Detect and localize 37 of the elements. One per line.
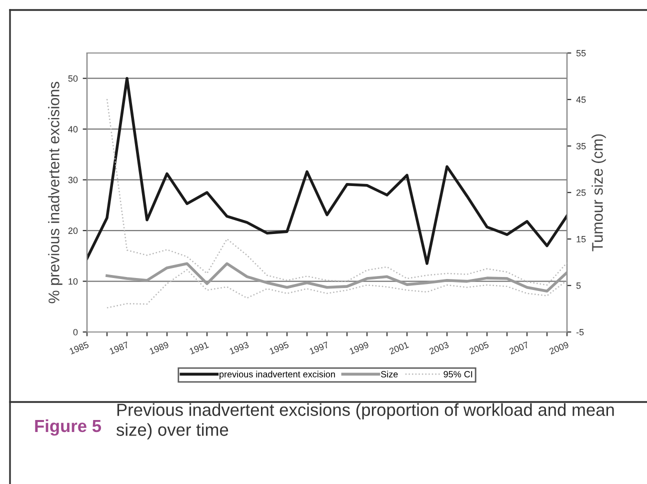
y2-tick-label: 5 (576, 282, 581, 289)
y2-tick-label: 25 (576, 189, 586, 196)
line-series (106, 98, 567, 286)
y-tick-label: 50 (68, 75, 78, 82)
y2-tick-label: 15 (576, 236, 586, 242)
y-tick-label: 40 (68, 126, 78, 132)
y-tick-label: 20 (68, 228, 78, 234)
text: Previous inadvertent excisions (proportion of workload and mean size) over time (116, 403, 614, 440)
x-tick-label: 1991 (189, 341, 210, 354)
y-tick-label: 0 (73, 328, 78, 336)
line-series (106, 269, 567, 308)
x-tick-label: 1987 (109, 341, 130, 354)
text: Figure 5 (35, 419, 102, 436)
y2-tick-label: -5 (576, 329, 584, 336)
y2-axis-title: Tumour size (cm) (592, 134, 606, 252)
x-tick-label: 2005 (468, 341, 490, 355)
legend-label: Size (380, 370, 398, 378)
line-series (87, 76, 567, 265)
x-tick-label: 1997 (309, 341, 330, 354)
y2-tick-label: 55 (576, 50, 586, 56)
y-tick-label: 30 (68, 176, 78, 184)
x-tick-label: 1993 (229, 341, 250, 354)
y2-tick-label: 35 (576, 142, 586, 150)
legend-label: previous inadvertent excision (220, 370, 335, 380)
y-tick-label: 10 (68, 278, 78, 285)
legend-label: 95% CI (444, 371, 472, 378)
x-tick-label: 1985 (69, 341, 90, 354)
x-tick-label: 2009 (548, 341, 570, 355)
x-tick-label: 1999 (349, 341, 370, 354)
x-tick-label: 2007 (508, 341, 530, 355)
x-tick-label: 1989 (149, 341, 170, 354)
x-tick-label: 2001 (388, 341, 410, 355)
line-series (106, 262, 567, 292)
x-tick-label: 2003 (428, 341, 450, 355)
y2-tick-label: 45 (576, 96, 586, 103)
x-tick-label: 1995 (269, 341, 290, 354)
y-axis-title: % previous inadvertent excisions (48, 82, 62, 304)
